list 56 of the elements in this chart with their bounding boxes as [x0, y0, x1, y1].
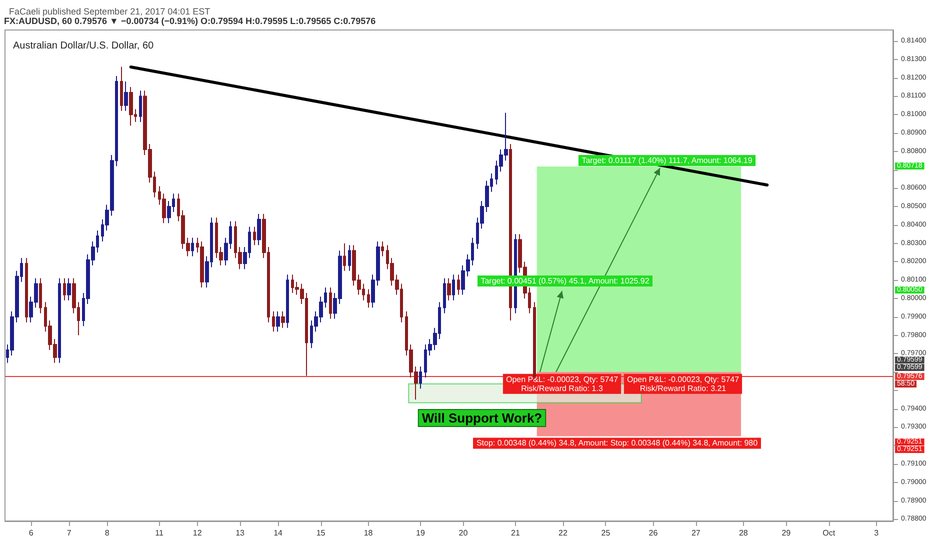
- candlestick: [329, 286, 332, 320]
- x-tick-label: 21: [511, 528, 520, 538]
- candlestick: [25, 258, 28, 323]
- candlestick: [443, 278, 446, 314]
- x-tick-label: 26: [648, 528, 658, 538]
- candlestick: [124, 80, 128, 112]
- x-tick-label: Oct: [822, 528, 836, 538]
- candlestick: [257, 213, 261, 246]
- candlestick: [457, 274, 460, 296]
- x-tick-label: 6: [28, 528, 34, 538]
- text: Australian Dollar/U.S. Dollar, 60: [13, 40, 154, 52]
- x-tick-label: 25: [601, 528, 611, 538]
- candlestick: [286, 274, 289, 328]
- candlestick: [381, 240, 384, 257]
- annotation: Will Support Work?: [422, 410, 542, 426]
- x-tick-label: 13: [236, 528, 246, 538]
- x-tick-label: 18: [364, 528, 374, 538]
- candlestick: [447, 278, 451, 301]
- annotation: Open P&L: -0.00023, Qty: 5747 Risk/Reward Ratio: 3.21: [626, 374, 740, 393]
- candlestick: [367, 288, 370, 308]
- candlestick: [348, 244, 351, 272]
- text: FX:AUDUSD, 60 0.79576 ▼ −0.00734 (−0.91%) O:0.79594 H:0.79595 L:0.79565 C:0.79576: [4, 16, 376, 26]
- x-tick-label: 29: [782, 528, 792, 538]
- annotation: Target: 0.01117 (1.40%) 111.7, Amount: 1064.19: [582, 156, 753, 165]
- x-tick-label: 22: [558, 528, 568, 538]
- x-tick-label: 11: [155, 528, 164, 538]
- annotation: Open P&L: -0.00023, Qty: 5747 Risk/Reward Ratio: 1.3: [506, 374, 619, 393]
- x-tick-label: 7: [66, 528, 72, 538]
- candlestick: [39, 278, 42, 314]
- candlestick: [58, 278, 61, 364]
- x-tick-label: 12: [192, 528, 202, 538]
- candlestick: [200, 240, 204, 288]
- candlestick: [419, 366, 422, 390]
- candlestick: [272, 310, 275, 332]
- x-tick-label: 27: [691, 528, 701, 538]
- candlestick: [343, 242, 346, 272]
- candlestick: [139, 90, 142, 122]
- x-tick-label: 3: [874, 528, 880, 538]
- candlestick: [63, 278, 66, 301]
- candlestick: [120, 66, 123, 112]
- candlestick: [281, 310, 285, 328]
- candlestick: [191, 237, 194, 257]
- candlestick: [67, 278, 71, 301]
- candlestick: [452, 274, 455, 301]
- annotation: Target: 0.00451 (0.57%) 45.1, Amount: 1025.92: [480, 276, 650, 286]
- x-tick-label: 19: [416, 528, 426, 538]
- candlestick: [253, 226, 256, 246]
- candlestick: [276, 310, 280, 332]
- chart-subtitle: FaCaeli published September 21, 2017 04:01 EST: [9, 6, 211, 16]
- x-tick-label: 15: [316, 528, 326, 538]
- annotation: Stop: 0.00348 (0.44%) 34.8, Amount: Stop: 0.00348 (0.44%) 34.8, Amount: 980: [476, 438, 758, 448]
- x-tick-label: 28: [738, 528, 748, 538]
- x-tick-label: 8: [104, 528, 110, 538]
- candlestick: [129, 86, 133, 126]
- x-tick-label: 20: [458, 528, 468, 538]
- x-tick-label: 14: [274, 528, 284, 538]
